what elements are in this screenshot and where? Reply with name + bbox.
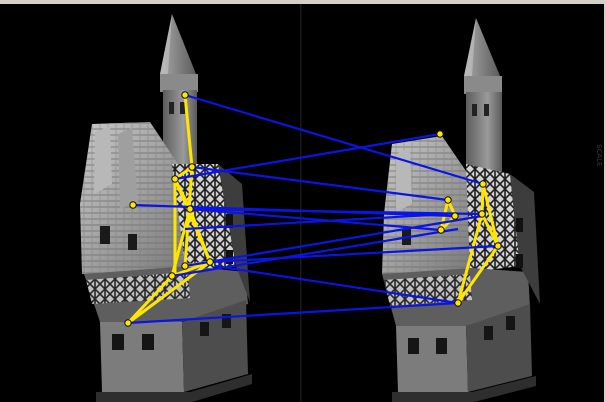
keypoint-left-3 xyxy=(171,175,179,183)
keypoint-left-8 xyxy=(168,272,176,280)
keypoints xyxy=(124,91,502,327)
watermark-text: SCALE xyxy=(595,144,603,166)
keypoint-right-2 xyxy=(479,180,487,188)
keypoint-left-7 xyxy=(181,262,189,270)
left-house-photo xyxy=(80,14,252,402)
frame-divider xyxy=(300,4,302,402)
stereo-viewport: SCALE xyxy=(0,4,604,402)
right-triangulation xyxy=(439,182,500,305)
keypoint-left-5 xyxy=(186,205,194,213)
keypoint-right-1 xyxy=(436,130,444,138)
keypoint-right-8 xyxy=(454,299,462,307)
keypoint-right-5 xyxy=(478,210,486,218)
correspondence-lines xyxy=(127,93,499,325)
keypoint-right-7 xyxy=(494,242,502,250)
stereo-match-figure: SCALE xyxy=(80,4,603,402)
keypoint-left-6 xyxy=(206,258,214,266)
keypoint-left-4 xyxy=(129,201,137,209)
keypoint-left-9 xyxy=(124,319,132,327)
keypoint-left-2 xyxy=(188,163,196,171)
keypoint-right-4 xyxy=(451,212,459,220)
keypoint-left-1 xyxy=(181,91,189,99)
keypoint-right-3 xyxy=(444,196,452,204)
keypoint-right-6 xyxy=(437,226,445,234)
right-house-photo xyxy=(382,18,540,402)
